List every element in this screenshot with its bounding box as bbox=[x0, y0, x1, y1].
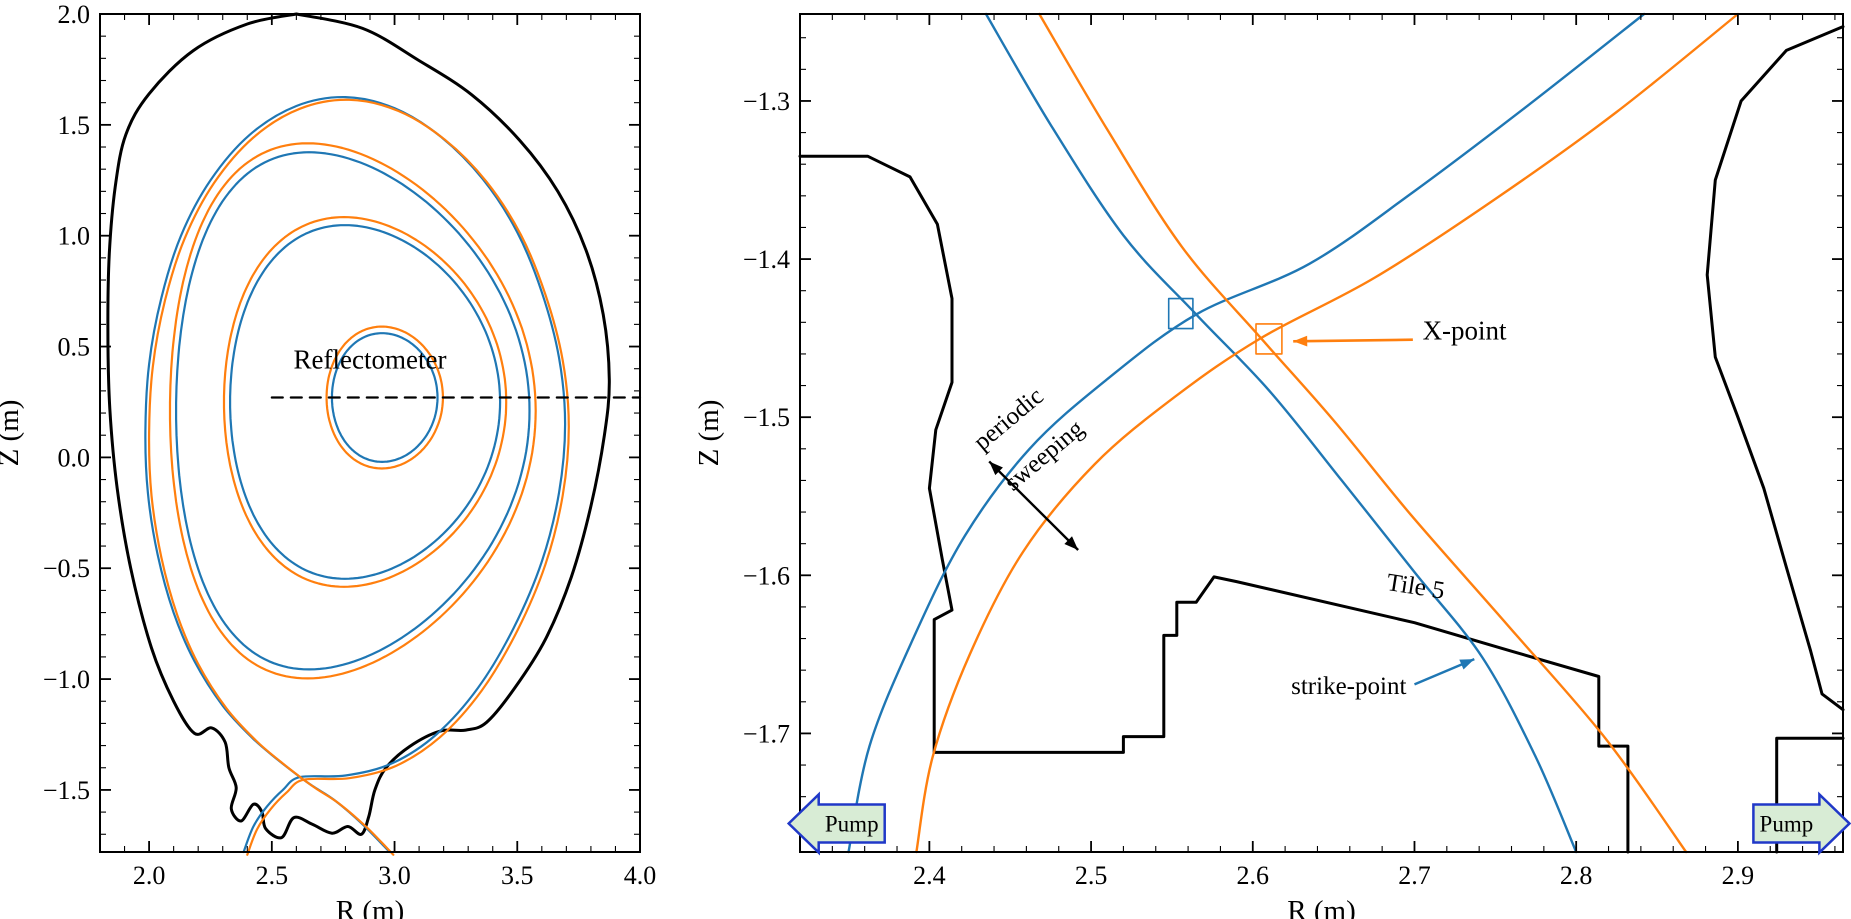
x-tick-label: 2.6 bbox=[1237, 861, 1270, 890]
y-tick-label: 0.0 bbox=[58, 443, 91, 472]
y-tick-label: −1.0 bbox=[43, 665, 90, 694]
pump-left-label: Pump bbox=[825, 812, 879, 837]
y-tick-label: 2.0 bbox=[58, 0, 91, 29]
x-tick-label: 3.5 bbox=[501, 861, 534, 890]
x-point-notch-2 bbox=[1255, 323, 1283, 355]
y-tick-label: −1.7 bbox=[743, 719, 790, 748]
separatrix-2-outer-branch bbox=[1038, 12, 1688, 854]
divertor-region: 2.4 2.5 2.6 2.7 2.8 2.9 −1.7 −1.6 −1.5 −1.4 −1.3 R … bbox=[693, 12, 1851, 919]
flux-surface-2 bbox=[229, 224, 502, 580]
y-tick-label: −1.6 bbox=[743, 561, 790, 590]
flux-surface-3-pair bbox=[168, 142, 537, 680]
divertor-region-frame bbox=[799, 13, 1844, 853]
x-point-notch-1 bbox=[1167, 297, 1194, 330]
y-tick-label: −1.4 bbox=[743, 245, 790, 274]
x-point-arrow-head bbox=[1293, 335, 1308, 347]
y-tick-label: −1.5 bbox=[43, 776, 90, 805]
flux-surface-3 bbox=[175, 151, 531, 671]
poloidal-cross-section-ylabel: Z (m) bbox=[0, 400, 25, 467]
x-tick-label: 2.8 bbox=[1560, 861, 1593, 890]
x-tick-label: 2.7 bbox=[1398, 861, 1431, 890]
y-tick-label: −1.3 bbox=[743, 87, 790, 116]
x-tick-label: 2.4 bbox=[913, 861, 946, 890]
pump-right-shape bbox=[1752, 791, 1851, 856]
divertor-region-ylabel: Z (m) bbox=[693, 400, 725, 467]
y-tick-label: 1.5 bbox=[58, 111, 91, 140]
x-tick-label: 4.0 bbox=[624, 861, 657, 890]
inner-wall-left bbox=[798, 154, 1630, 854]
separatrix-pair bbox=[147, 98, 570, 856]
separatrix-1-outer-branch bbox=[984, 12, 1578, 854]
flux-surface-2-pair bbox=[222, 216, 508, 588]
poloidal-cross-section: 2.0 2.5 3.0 3.5 4.0 −1.5 −1.0 −0.5 0.0 0.5 1.0 1.5 2… bbox=[0, 0, 656, 919]
y-tick-label: −0.5 bbox=[43, 554, 90, 583]
vessel-wall bbox=[106, 12, 611, 840]
tile5-label: Tile 5 bbox=[1385, 569, 1447, 605]
x-tick-label: 3.0 bbox=[378, 861, 411, 890]
inner-wall-right bbox=[1705, 25, 1845, 712]
x-point-arrow bbox=[1293, 338, 1413, 343]
separatrix-1-inner-branch bbox=[847, 12, 1646, 854]
y-tick-label: 1.0 bbox=[58, 222, 91, 251]
strike-point-label: strike-point bbox=[1291, 673, 1406, 700]
poloidal-cross-section-frame bbox=[99, 13, 641, 853]
strike-point-arrow-head bbox=[1459, 659, 1475, 670]
x-point-label: X-point bbox=[1423, 316, 1507, 346]
sweep-arrow-head bbox=[1064, 536, 1079, 551]
flux-surface-1-pair bbox=[325, 325, 444, 470]
pump-right-label: Pump bbox=[1760, 812, 1814, 837]
divertor-region-xlabel: R (m) bbox=[1287, 895, 1355, 919]
separatrix-2-inner-branch bbox=[915, 12, 1740, 854]
reflectometer-label: Reflectometer bbox=[294, 345, 447, 375]
x-tick-label: 2.0 bbox=[133, 861, 166, 890]
y-tick-label: 0.5 bbox=[58, 333, 91, 362]
sweep-arrow-head bbox=[989, 461, 1003, 476]
pump-left-shape bbox=[786, 791, 886, 856]
x-tick-label: 2.5 bbox=[256, 861, 289, 890]
sweep-arrow bbox=[988, 460, 1079, 551]
poloidal-cross-section-xlabel: R (m) bbox=[336, 895, 404, 919]
x-tick-label: 2.9 bbox=[1722, 861, 1755, 890]
y-tick-label: −1.5 bbox=[743, 403, 790, 432]
x-tick-label: 2.5 bbox=[1075, 861, 1108, 890]
